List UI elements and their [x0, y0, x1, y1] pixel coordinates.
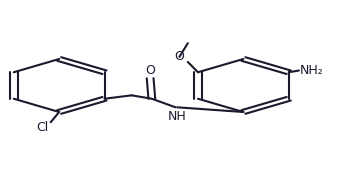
Text: NH₂: NH₂	[300, 64, 323, 77]
Text: Cl: Cl	[36, 121, 48, 134]
Text: NH: NH	[168, 110, 187, 123]
Text: O: O	[174, 50, 184, 63]
Text: O: O	[145, 64, 155, 77]
